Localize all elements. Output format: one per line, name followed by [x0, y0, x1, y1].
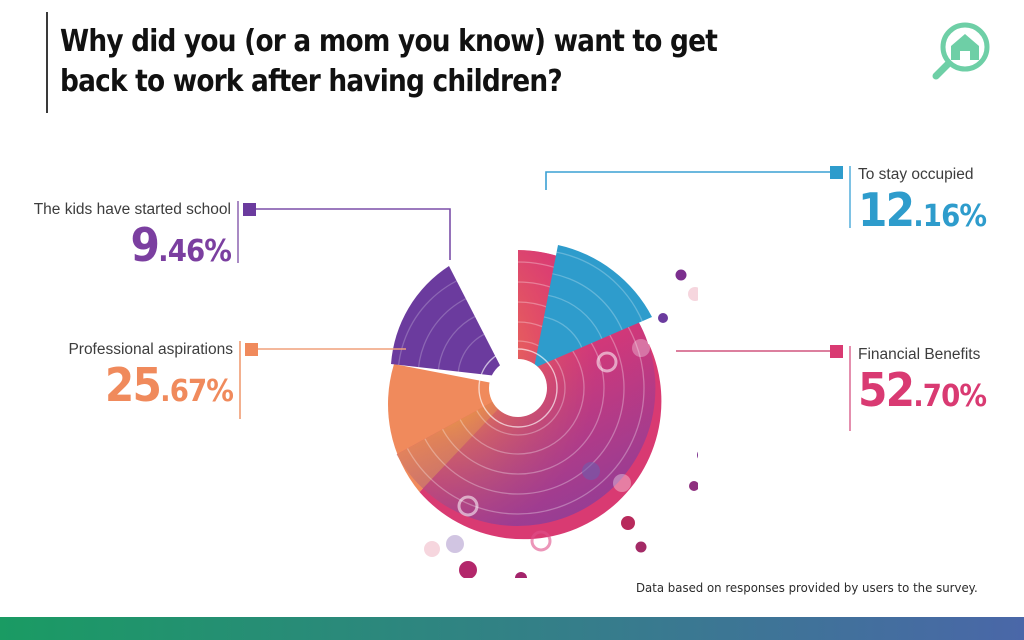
callout-value-frac-to-stay-occupied: .16%	[913, 199, 987, 234]
page-title-line-2: back to work after having children?	[60, 64, 563, 99]
house-magnifier-logo	[932, 22, 990, 80]
house-icon	[951, 34, 979, 60]
leader-line-to-stay-occupied	[545, 171, 836, 190]
callout-value-to-stay-occupied: 12.16%	[858, 187, 987, 234]
callout-value-int-to-stay-occupied: 12	[858, 183, 915, 237]
page-title-line-1: Why did you (or a mom you know) want to …	[60, 24, 718, 59]
slice-kids-started-school-group[interactable]	[391, 266, 614, 485]
callout-value-int-financial-benefits: 52	[858, 363, 915, 417]
legend-marker-professional-aspirations[interactable]	[245, 343, 258, 356]
callout-value-int-professional-aspirations: 25	[104, 358, 162, 412]
leader-line-professional-aspirations	[258, 348, 406, 350]
callout-value-int-kids-started-school: 9	[130, 218, 160, 272]
callout-value-professional-aspirations: 25.67%	[19, 362, 234, 409]
callout-divider-financial-benefits	[849, 346, 851, 431]
legend-marker-kids-started-school[interactable]	[243, 203, 256, 216]
callout-value-frac-financial-benefits: .70%	[913, 379, 987, 414]
leader-line-financial-benefits	[676, 350, 834, 352]
callout-label-professional-aspirations: Professional aspirations	[68, 341, 233, 358]
callout-label-financial-benefits: Financial Benefits	[858, 346, 981, 363]
callout-to-stay-occupied[interactable]: To stay occupied 12.16%	[858, 165, 997, 233]
callout-divider-professional-aspirations	[239, 341, 241, 419]
decorative-dots	[424, 269, 698, 578]
pie-chart	[358, 158, 698, 578]
callout-divider-to-stay-occupied	[849, 166, 851, 228]
callout-label-kids-started-school: The kids have started school	[33, 201, 231, 218]
slice-to-stay-occupied-group[interactable]	[416, 245, 652, 486]
callout-kids-started-school[interactable]: The kids have started school 9.46%	[0, 200, 232, 269]
footnote: Data based on responses provided by user…	[636, 580, 978, 595]
donut-hole-ring	[478, 348, 558, 428]
callout-professional-aspirations[interactable]: Professional aspirations 25.67%	[0, 340, 233, 408]
slice-kids-started-school[interactable]	[391, 266, 506, 377]
callout-financial-benefits[interactable]: Financial Benefits 52.70%	[858, 345, 997, 413]
page-title: Why did you (or a mom you know) want to …	[60, 22, 729, 102]
legend-marker-financial-benefits[interactable]	[830, 345, 843, 358]
callout-label-to-stay-occupied: To stay occupied	[858, 166, 974, 183]
callout-value-financial-benefits: 52.70%	[858, 367, 987, 414]
callout-value-frac-professional-aspirations: .67%	[160, 374, 234, 409]
legend-marker-to-stay-occupied[interactable]	[830, 166, 843, 179]
slice-to-stay-occupied[interactable]	[534, 245, 652, 368]
leader-line-kids-started-school	[256, 208, 451, 260]
magnifier-icon	[932, 22, 990, 80]
callout-value-kids-started-school: 9.46%	[18, 222, 232, 269]
callout-divider-kids-started-school	[237, 201, 239, 263]
callout-value-frac-kids-started-school: .46%	[158, 234, 232, 269]
bottom-gradient-bar	[0, 617, 1024, 640]
donut-hole	[489, 359, 547, 417]
title-accent-rule	[46, 12, 48, 113]
